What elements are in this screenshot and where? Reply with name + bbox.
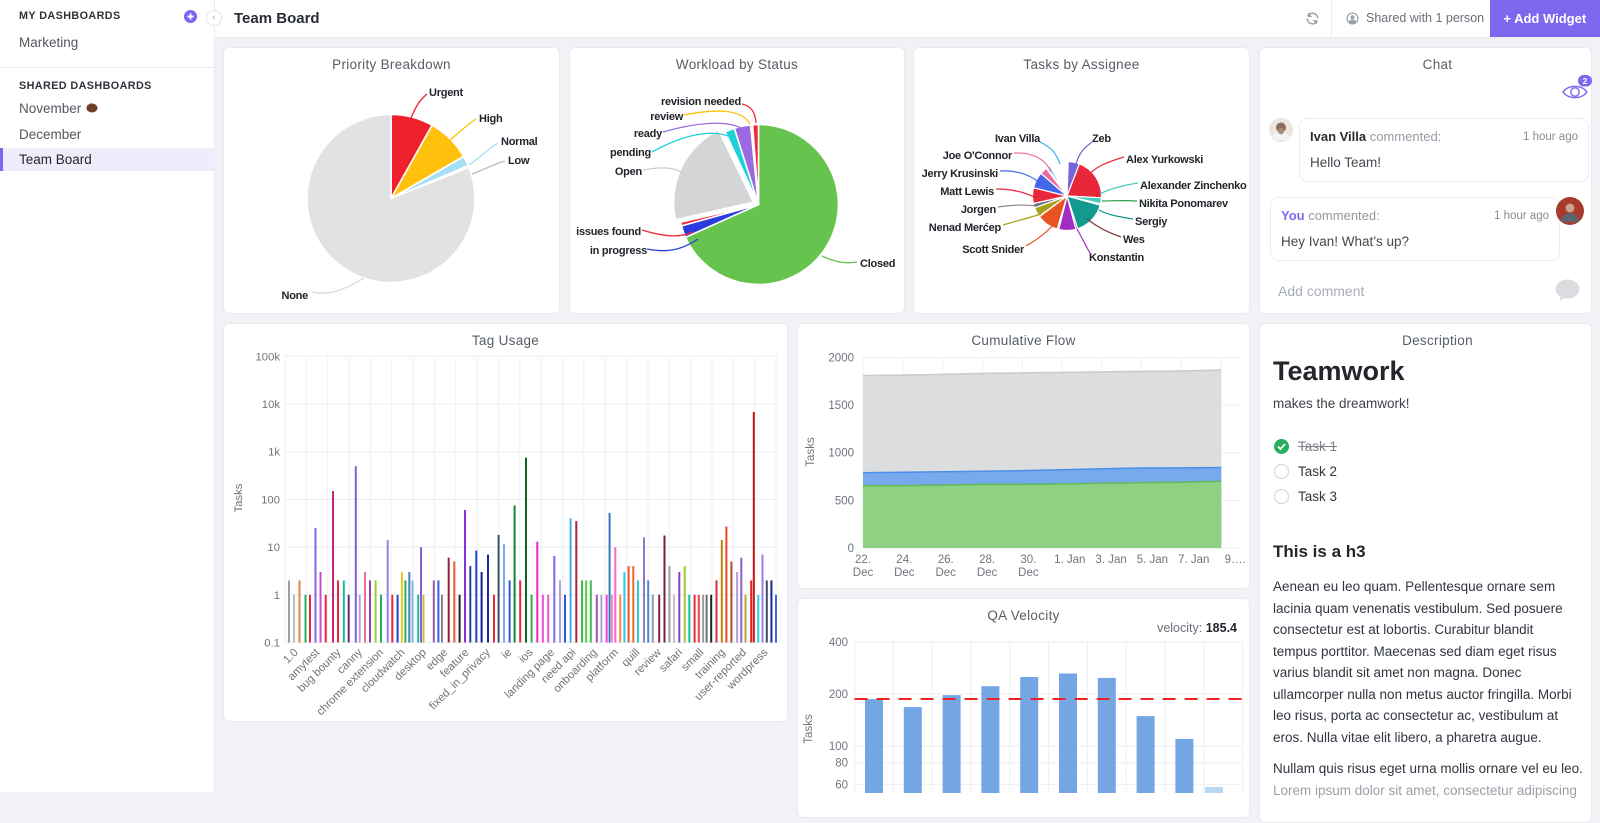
svg-text:Jorgen: Jorgen (961, 204, 997, 216)
svg-text:10: 10 (267, 542, 280, 554)
svg-text:Sergiy: Sergiy (1135, 216, 1168, 228)
svg-text:2000: 2000 (828, 352, 854, 364)
svg-text:0.1: 0.1 (264, 638, 280, 650)
svg-text:Normal: Normal (501, 136, 538, 148)
svg-text:5. Jan: 5. Jan (1137, 554, 1168, 566)
svg-text:Tasks: Tasks (805, 437, 817, 467)
svg-text:Dec: Dec (935, 567, 956, 579)
svg-text:pending: pending (610, 147, 651, 159)
svg-text:80: 80 (835, 758, 848, 770)
svg-text:safari: safari (657, 647, 685, 675)
svg-text:Zeb: Zeb (1092, 133, 1111, 145)
svg-text:Joe O'Connor: Joe O'Connor (943, 150, 1013, 162)
svg-text:100: 100 (261, 494, 280, 506)
svg-text:Urgent: Urgent (429, 87, 464, 99)
svg-text:Dec: Dec (977, 567, 998, 579)
svg-text:Konstantin: Konstantin (1089, 252, 1144, 264)
svg-text:24.: 24. (896, 554, 912, 566)
svg-text:10k: 10k (262, 399, 281, 411)
svg-text:30.: 30. (1020, 554, 1036, 566)
svg-text:Nikita Ponomarev: Nikita Ponomarev (1139, 198, 1229, 210)
svg-text:0: 0 (848, 543, 854, 555)
svg-text:400: 400 (829, 637, 848, 649)
svg-text:Dec: Dec (894, 567, 915, 579)
svg-text:1000: 1000 (828, 448, 854, 460)
svg-text:22.: 22. (855, 554, 871, 566)
svg-text:Scott Snider: Scott Snider (962, 244, 1025, 256)
svg-text:in progress: in progress (590, 245, 647, 257)
svg-text:Alexander Zinchenko: Alexander Zinchenko (1140, 180, 1247, 192)
svg-text:9….: 9…. (1225, 554, 1246, 566)
svg-text:1500: 1500 (828, 400, 854, 412)
svg-text:1k: 1k (268, 447, 280, 459)
svg-text:revision needed: revision needed (661, 96, 741, 108)
svg-text:Ivan Villa: Ivan Villa (995, 133, 1041, 145)
svg-text:60: 60 (835, 779, 848, 791)
svg-text:issues found: issues found (576, 226, 641, 238)
svg-text:Closed: Closed (860, 258, 895, 270)
svg-text:100: 100 (829, 741, 848, 753)
svg-text:ready: ready (634, 128, 663, 140)
svg-text:Dec: Dec (1018, 567, 1039, 579)
svg-text:review: review (650, 111, 683, 123)
svg-text:1: 1 (274, 590, 280, 602)
svg-text:Tasks: Tasks (803, 714, 815, 744)
svg-text:1. Jan: 1. Jan (1054, 554, 1085, 566)
svg-text:26.: 26. (938, 554, 954, 566)
svg-text:None: None (282, 290, 309, 302)
svg-text:Low: Low (508, 155, 530, 167)
svg-text:500: 500 (835, 495, 854, 507)
svg-text:Open: Open (615, 166, 643, 178)
svg-text:Alex Yurkowski: Alex Yurkowski (1126, 154, 1203, 166)
svg-text:200: 200 (829, 689, 848, 701)
svg-text:Nenad Merćep: Nenad Merćep (929, 222, 1002, 234)
svg-text:3. Jan: 3. Jan (1095, 554, 1126, 566)
svg-text:7. Jan: 7. Jan (1178, 554, 1209, 566)
svg-text:Matt Lewis: Matt Lewis (940, 186, 994, 198)
svg-text:Wes: Wes (1123, 234, 1145, 246)
svg-text:Tasks: Tasks (233, 483, 245, 512)
svg-text:ie: ie (500, 647, 515, 662)
svg-text:2: 2 (1583, 76, 1588, 86)
svg-text:Jerry Krusinski: Jerry Krusinski (922, 168, 999, 180)
svg-text:Dec: Dec (853, 567, 874, 579)
svg-text:100k: 100k (256, 351, 281, 363)
svg-text:High: High (479, 113, 503, 125)
svg-text:28.: 28. (979, 554, 995, 566)
